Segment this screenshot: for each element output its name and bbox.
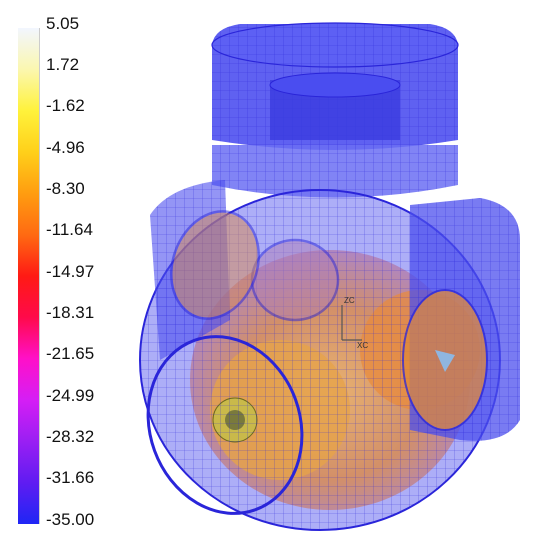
legend-tick-label: 5.05 [46,14,80,33]
color-scale-bar [18,28,40,524]
legend-tick-label: -8.30 [46,179,85,198]
color-legend: 5.05 1.72 -1.62 -4.96 -8.30 -11.64 -14.9… [0,0,130,550]
legend-tick-label: -21.65 [46,344,95,363]
side-housing [402,198,520,441]
legend-tick-label: -24.99 [46,386,95,405]
legend-tick-label: -1.62 [46,96,85,115]
coordinate-triad: ZC XC [341,296,368,350]
legend-tick-label: -4.96 [46,138,85,157]
collar [212,145,458,198]
x-axis-label: XC [357,341,368,350]
legend-tick-label: -35.00 [46,510,95,529]
fea-model-view: ZC XC [130,0,540,550]
legend-tick-label: -31.66 [46,468,95,487]
legend-tick-label: -18.31 [46,303,95,322]
top-cap [211,22,459,150]
legend-tick-label: -14.97 [46,262,95,281]
legend-tick-label: -11.64 [46,220,93,239]
gimbal-mesh-render: ZC XC [139,22,520,531]
z-axis-label: ZC [344,296,355,305]
legend-tick-label: -28.32 [46,427,95,446]
port-rings [146,210,340,515]
legend-tick-label: 1.72 [46,55,80,74]
